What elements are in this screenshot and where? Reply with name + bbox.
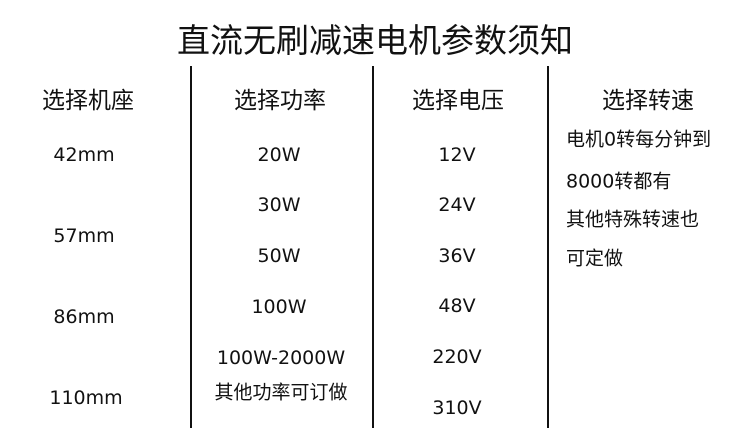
voltage-value: 12V — [438, 144, 476, 166]
power-value: 30W — [257, 194, 301, 216]
power-value: 100W — [251, 296, 307, 318]
power-value: 20W — [257, 144, 301, 166]
column-divider — [372, 66, 374, 428]
header-voltage: 选择电压 — [412, 88, 504, 114]
voltage-value: 48V — [438, 295, 476, 317]
frame-size-value: 57mm — [53, 225, 115, 247]
header-power: 选择功率 — [234, 88, 326, 114]
speed-note-line: 可定做 — [566, 247, 624, 270]
frame-size-value: 86mm — [53, 306, 115, 328]
voltage-value: 36V — [438, 245, 476, 267]
power-value: 100W-2000W — [216, 347, 346, 369]
power-value: 50W — [257, 245, 301, 267]
column-divider — [190, 66, 192, 428]
column-divider — [547, 66, 549, 428]
page-title: 直流无刷减速电机参数须知 — [177, 21, 573, 60]
speed-note-line: 8000转都有 — [566, 170, 672, 193]
power-note: 其他功率可订做 — [214, 381, 348, 404]
speed-note-line: 其他特殊转速也 — [566, 208, 700, 231]
header-speed: 选择转速 — [602, 88, 694, 114]
voltage-value: 24V — [438, 194, 476, 216]
frame-size-value: 42mm — [53, 144, 115, 166]
header-frame-size: 选择机座 — [42, 88, 134, 114]
voltage-value: 310V — [432, 397, 482, 419]
frame-size-value: 110mm — [49, 387, 123, 409]
voltage-value: 220V — [432, 346, 482, 368]
speed-note-line: 电机0转每分钟到 — [566, 128, 712, 151]
